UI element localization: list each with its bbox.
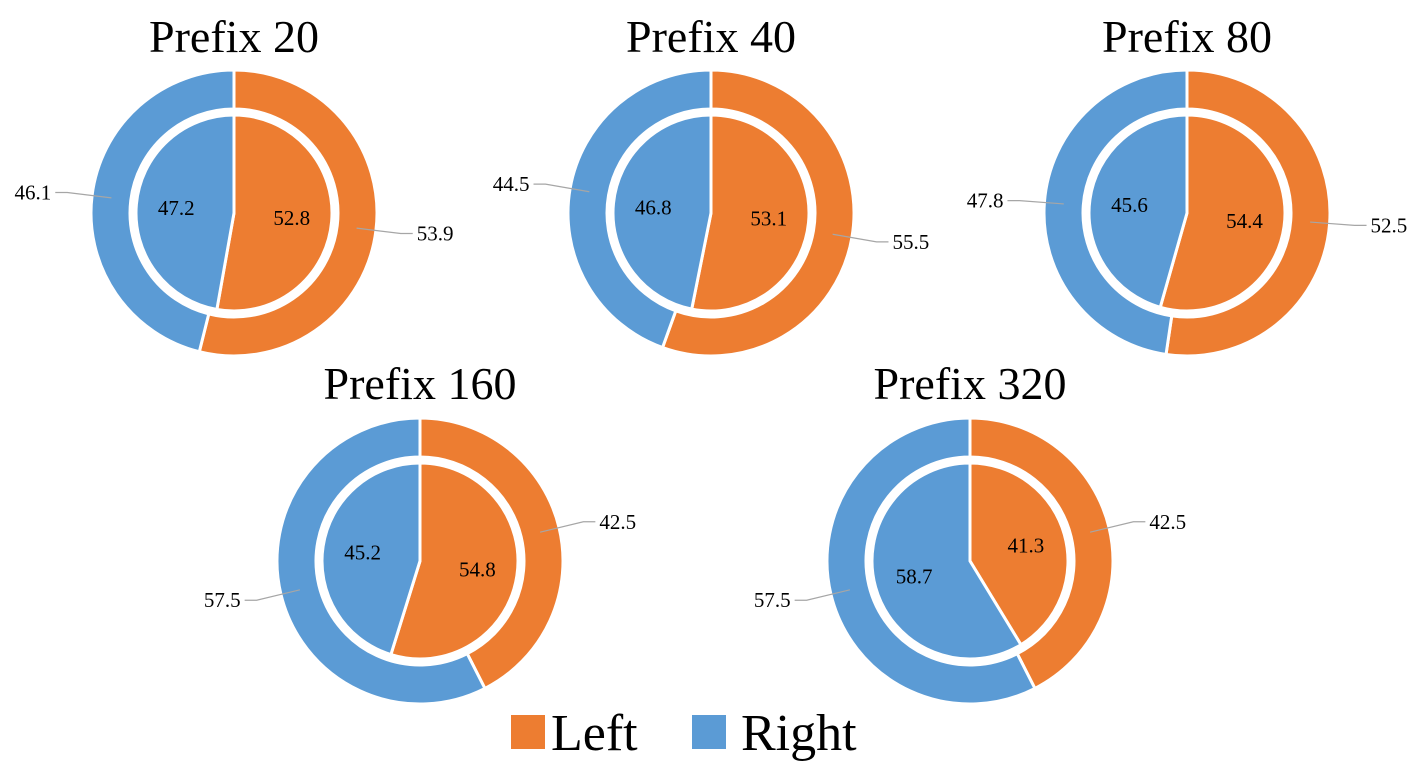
outer-slice-left: [660, 68, 856, 358]
leader-line-right: [1007, 200, 1064, 205]
outer-label-left: 53.9: [417, 222, 454, 246]
outer-label-left: 52.5: [1371, 213, 1408, 237]
outer-slice-right: [825, 416, 1037, 706]
leader-line-left: [356, 227, 413, 235]
charts-group: Prefix 20 52.8 47.2 53.9 46.1 Prefix 40 53.1 46…: [15, 11, 1408, 706]
outer-label-left: 42.5: [599, 510, 636, 534]
inner-slice-right: [134, 113, 236, 312]
inner-label-left: 54.4: [1226, 209, 1263, 233]
leader-line-right: [794, 589, 851, 601]
outer-slice-right: [1042, 68, 1189, 357]
leader-line-right: [533, 183, 590, 193]
inner-slice-left: [689, 113, 811, 313]
inner-slice-right: [320, 461, 422, 657]
leader-line-left: [832, 233, 889, 243]
chart-title: Prefix 320: [874, 358, 1067, 409]
legend-item-right: Right: [692, 705, 857, 762]
inner-label-left: 53.1: [750, 207, 787, 231]
outer-label-left: 55.5: [892, 230, 929, 254]
inner-label-left: 41.3: [1007, 533, 1044, 557]
inner-slice-left: [215, 113, 334, 313]
outer-label-right: 47.8: [967, 189, 1004, 213]
inner-slice-left: [1158, 113, 1287, 313]
pie-chart-3: Prefix 80 54.4 45.6 52.5 47.8: [967, 11, 1408, 358]
pie-chart-5: Prefix 320 41.3 58.7 42.5 57.5: [754, 358, 1186, 706]
chart-title: Prefix 160: [324, 358, 517, 409]
inner-label-right: 47.2: [158, 196, 195, 220]
inner-slice-left: [389, 461, 520, 661]
outer-slice-right: [275, 416, 487, 706]
leader-line-right: [244, 589, 301, 601]
outer-label-left: 42.5: [1149, 510, 1186, 534]
legend-label-right: Right: [741, 705, 857, 762]
leader-line-right: [55, 191, 112, 199]
inner-label-right: 58.7: [896, 565, 933, 589]
pie-chart-2: Prefix 40 53.1 46.8 55.5 44.5: [493, 11, 929, 358]
chart-title: Prefix 80: [1102, 11, 1272, 62]
outer-slice-left: [1164, 68, 1332, 358]
leader-line-left: [1310, 221, 1367, 226]
legend-label-left: Left: [551, 705, 638, 762]
legend-item-left: Left: [511, 705, 638, 762]
leader-line-left: [539, 521, 596, 533]
outer-slice-right: [89, 68, 236, 354]
inner-slice-right: [870, 461, 1024, 661]
outer-slice-right: [566, 68, 713, 350]
outer-label-right: 46.1: [15, 180, 52, 204]
chart-title: Prefix 40: [626, 11, 796, 62]
legend-swatch-left: [511, 715, 545, 749]
inner-slice-right: [611, 113, 713, 311]
inner-label-right: 46.8: [635, 195, 672, 219]
inner-label-right: 45.6: [1111, 193, 1148, 217]
outer-slice-left: [418, 416, 565, 691]
legend-swatch-right: [692, 715, 726, 749]
pie-chart-1: Prefix 20 52.8 47.2 53.9 46.1: [15, 11, 454, 358]
outer-slice-left: [968, 416, 1115, 691]
outer-label-right: 57.5: [204, 588, 241, 612]
pie-chart-4: Prefix 160 54.8 45.2 42.5 57.5: [204, 358, 636, 706]
inner-label-right: 45.2: [344, 540, 381, 564]
inner-label-left: 54.8: [459, 558, 496, 582]
inner-label-left: 52.8: [273, 206, 310, 230]
outer-slice-left: [197, 68, 379, 358]
chart-title: Prefix 20: [149, 11, 319, 62]
outer-label-right: 57.5: [754, 588, 791, 612]
inner-slice-right: [1087, 113, 1189, 310]
legend: Left Right: [511, 705, 857, 762]
outer-label-right: 44.5: [493, 172, 530, 196]
leader-line-left: [1089, 521, 1146, 533]
